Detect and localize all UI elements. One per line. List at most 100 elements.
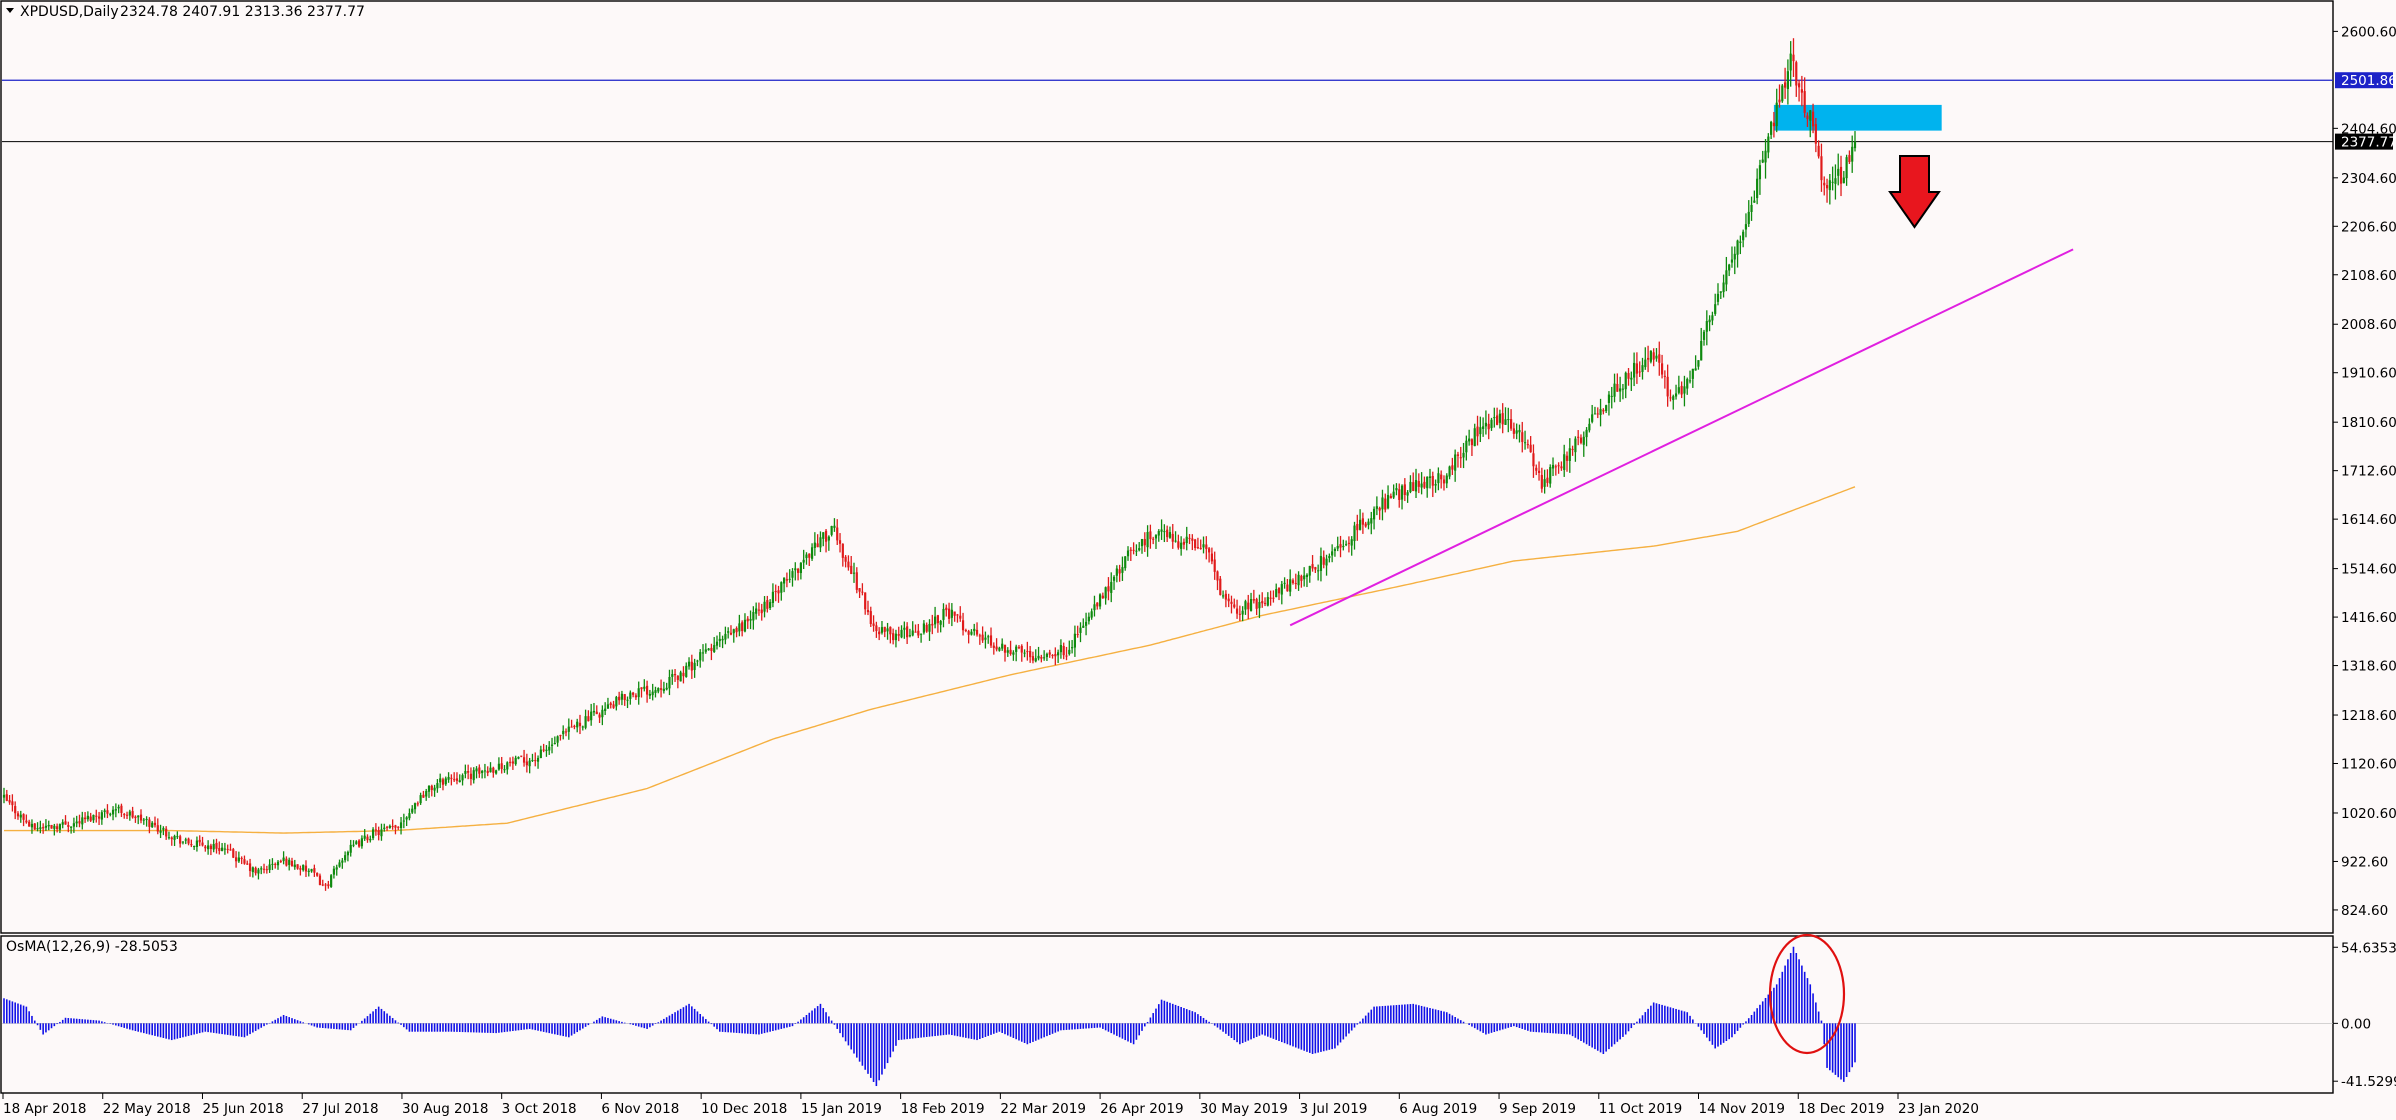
candle-bear: [240, 857, 243, 859]
candle-bull: [1358, 519, 1362, 530]
candle-bear: [1233, 604, 1236, 608]
candle-bull: [481, 770, 484, 773]
candle-bear: [1825, 185, 1829, 189]
candle-bull: [1468, 438, 1471, 442]
candle-bear: [645, 685, 649, 695]
candle-bear: [441, 779, 445, 785]
candle-bear: [640, 687, 643, 690]
candle-bear: [290, 860, 294, 867]
candle-bear: [198, 839, 201, 843]
candle-bear: [179, 836, 182, 844]
candle-bear: [777, 590, 780, 594]
candle-bull: [592, 710, 596, 713]
candle-bull: [1434, 483, 1437, 486]
candle-bull: [1372, 508, 1376, 520]
candle-bear: [850, 565, 853, 574]
candle-bear: [1205, 544, 1208, 550]
candle-bear: [397, 826, 400, 828]
candle-bull: [1370, 518, 1373, 524]
candle-bull: [72, 823, 76, 827]
candle-bull: [805, 554, 808, 559]
candle-bull: [601, 709, 604, 718]
time-tick-label: 30 May 2019: [1200, 1101, 1288, 1117]
candle-bull: [1244, 601, 1247, 610]
candle-bear: [50, 825, 53, 829]
time-tick-label: 14 Nov 2019: [1699, 1101, 1785, 1117]
candle-bull: [550, 744, 554, 746]
candle-bear: [1635, 363, 1639, 374]
candle-bull: [257, 869, 260, 874]
candle-bear: [33, 823, 36, 830]
candle-bear: [1191, 538, 1194, 541]
candle-bear: [1171, 533, 1174, 542]
candle-bear: [1031, 656, 1035, 661]
candle-bear: [1188, 537, 1191, 539]
candle-bull: [738, 623, 741, 632]
collapse-triangle-icon[interactable]: [6, 8, 14, 13]
candle-bear: [229, 849, 232, 851]
candle-bull: [900, 629, 903, 638]
candle-bull: [1289, 579, 1292, 592]
candle-bull: [810, 547, 814, 559]
time-tick-label: 10 Dec 2018: [701, 1101, 787, 1117]
candle-bull: [626, 699, 629, 701]
candle-bear: [1378, 507, 1381, 511]
candle-bear: [1663, 375, 1666, 377]
candle-bear: [632, 692, 635, 695]
candle-bull: [911, 630, 914, 636]
candle-bull: [1414, 479, 1418, 492]
candle-bear: [1003, 644, 1007, 653]
candle-bull: [590, 711, 593, 721]
candle-bear: [89, 816, 92, 821]
candle-bear: [139, 814, 143, 821]
candle-bull: [1747, 211, 1750, 225]
time-tick-label: 6 Aug 2019: [1399, 1101, 1477, 1117]
candle-bear: [1339, 544, 1342, 548]
candle-bear: [254, 867, 257, 874]
candle-bull: [1610, 395, 1613, 397]
price-tick-label: 1318.60: [2341, 659, 2396, 675]
candle-bear: [11, 801, 14, 806]
candle-bear: [1026, 651, 1029, 653]
candle-bear: [816, 543, 819, 548]
candle-bull: [1736, 240, 1739, 255]
candle-bull: [1400, 485, 1404, 500]
candle-bull: [852, 572, 856, 574]
resistance-price-badge: [2335, 72, 2393, 89]
candle-bear: [1054, 654, 1057, 657]
candle-bear: [1417, 481, 1420, 487]
candle-bear: [1459, 457, 1462, 459]
candle-bear: [1009, 649, 1012, 654]
candle-bull: [1599, 409, 1602, 415]
candle-bull: [176, 836, 179, 838]
candle-bear: [573, 725, 576, 728]
candle-bull: [1409, 481, 1412, 493]
candle-bull: [195, 840, 199, 847]
candle-bear: [618, 696, 621, 701]
candle-bear: [134, 816, 137, 819]
candle-bear: [659, 688, 663, 690]
candle-bull: [1437, 473, 1440, 484]
candle-bear: [1476, 426, 1479, 437]
candle-bull: [1249, 599, 1253, 611]
candle-bull: [1406, 492, 1409, 496]
candle-bull: [1633, 362, 1636, 378]
candle-bull: [1336, 545, 1339, 549]
candle-bear: [1129, 549, 1132, 551]
candle-bear: [741, 622, 744, 632]
time-tick-label: 11 Oct 2019: [1599, 1101, 1682, 1117]
candle-bull: [1070, 647, 1074, 649]
candle-bull: [903, 627, 906, 630]
candle-bull: [1543, 479, 1546, 487]
candle-bull: [1644, 359, 1647, 368]
candle-bear: [967, 631, 970, 635]
candle-bull: [1613, 383, 1616, 397]
symbol-label: XPDUSD,Daily: [20, 4, 119, 20]
candle-bear: [316, 872, 319, 876]
candle-bull: [1728, 264, 1731, 271]
candle-bull: [1154, 535, 1158, 539]
candle-bear: [313, 868, 316, 873]
candle-bull: [1317, 570, 1320, 572]
